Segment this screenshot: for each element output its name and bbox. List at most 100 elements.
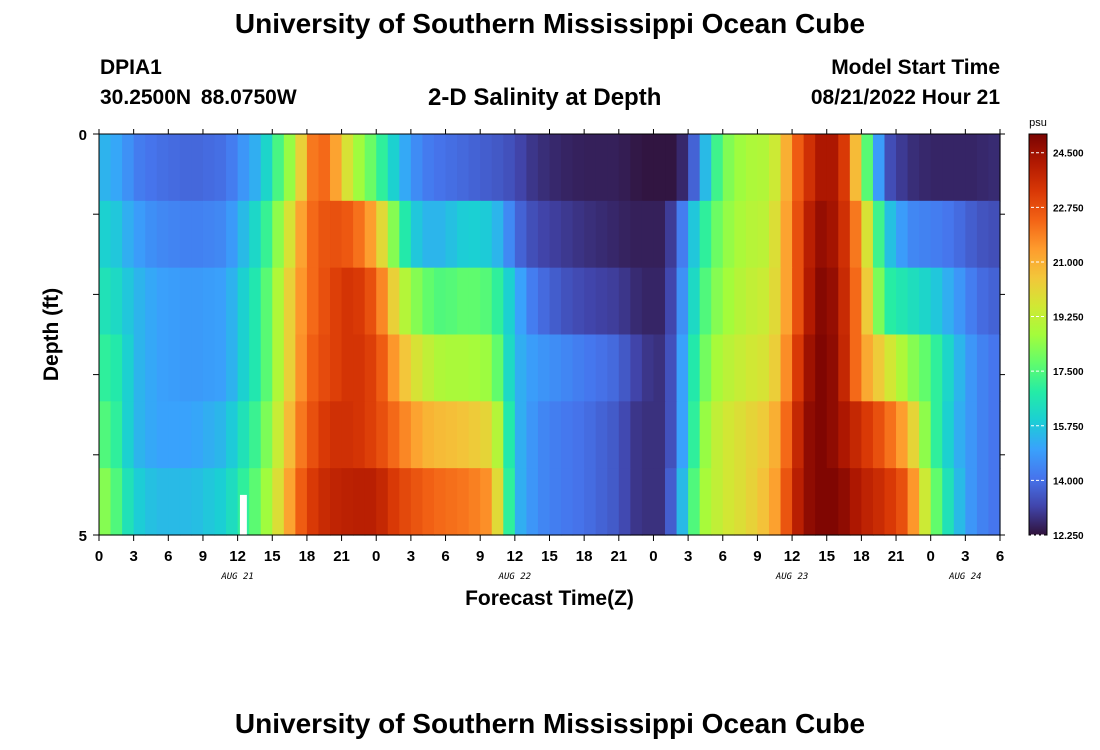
x-tick-label: 21 bbox=[333, 548, 350, 565]
heatmap-cell bbox=[919, 401, 932, 469]
heatmap-cell bbox=[896, 200, 909, 269]
heatmap-cell bbox=[179, 267, 193, 336]
heatmap-cell bbox=[295, 267, 308, 336]
heatmap-cell bbox=[318, 401, 331, 469]
heatmap-cell bbox=[295, 401, 308, 469]
heatmap-cell bbox=[122, 134, 135, 202]
heatmap-cell bbox=[872, 468, 886, 536]
heatmap-cell bbox=[965, 267, 978, 336]
heatmap-cell bbox=[849, 401, 862, 469]
heatmap-cell bbox=[145, 267, 158, 336]
heatmap-cell bbox=[919, 267, 932, 336]
heatmap-cell bbox=[757, 401, 770, 469]
heatmap-cell bbox=[930, 334, 943, 402]
heatmap-cell bbox=[849, 468, 862, 536]
heatmap-cell bbox=[376, 468, 389, 536]
heatmap-cell bbox=[295, 134, 308, 202]
heatmap-cell bbox=[584, 334, 597, 402]
x-tick-label: 0 bbox=[927, 548, 935, 565]
heatmap-cell bbox=[422, 267, 435, 336]
heatmap-cell bbox=[919, 334, 932, 402]
heatmap-cell bbox=[422, 134, 435, 202]
x-tick-label: 0 bbox=[649, 548, 657, 565]
heatmap-cell bbox=[618, 267, 631, 336]
heatmap-cell bbox=[133, 334, 146, 402]
heatmap-cell bbox=[514, 200, 527, 269]
heatmap-cell bbox=[202, 334, 216, 402]
heatmap-cell bbox=[722, 267, 735, 336]
heatmap-cell bbox=[145, 334, 158, 402]
heatmap-cell bbox=[607, 334, 620, 402]
heatmap-cell bbox=[191, 468, 204, 536]
heatmap-cell bbox=[537, 334, 551, 402]
heatmap-cell bbox=[376, 134, 389, 202]
heatmap-cell bbox=[930, 200, 943, 269]
heatmap-cell bbox=[503, 134, 516, 202]
heatmap-cell bbox=[665, 401, 678, 469]
heatmap-cell bbox=[433, 334, 447, 402]
x-tick-label: 3 bbox=[961, 548, 969, 565]
date-label: AUG 23 bbox=[775, 572, 809, 582]
heatmap-cell bbox=[260, 267, 273, 336]
heatmap-cell bbox=[318, 134, 331, 202]
heatmap-cell bbox=[399, 401, 412, 469]
heatmap-cell bbox=[283, 200, 296, 269]
heatmap-cell bbox=[688, 200, 701, 269]
heatmap-cell bbox=[838, 200, 851, 269]
heatmap-cell bbox=[145, 401, 158, 469]
heatmap-cell bbox=[387, 401, 400, 469]
heatmap-cell bbox=[896, 134, 909, 202]
heatmap-cell bbox=[861, 401, 874, 469]
heatmap-cell bbox=[976, 468, 990, 536]
heatmap-cell bbox=[803, 200, 816, 269]
heatmap-cell bbox=[826, 200, 839, 269]
heatmap-cell bbox=[433, 134, 447, 202]
heatmap-cell bbox=[607, 267, 620, 336]
heatmap-cell bbox=[872, 401, 886, 469]
colorbar-tick-label: 24.500 bbox=[1053, 149, 1084, 160]
heatmap-cell bbox=[110, 334, 123, 402]
heatmap-cell bbox=[156, 200, 169, 269]
heatmap-cell bbox=[272, 267, 285, 336]
heatmap-cell bbox=[537, 200, 551, 269]
missing-data-cells bbox=[239, 494, 247, 535]
heatmap-cell bbox=[168, 334, 181, 402]
heatmap-cell bbox=[734, 334, 747, 402]
heatmap-cell bbox=[249, 468, 262, 536]
colorbar: psu 24.500 22.750 21.000 19.250 17.500 15.750… bbox=[1028, 117, 1084, 542]
heatmap-cell bbox=[988, 134, 1001, 202]
heatmap-cell bbox=[595, 468, 608, 536]
heatmap-cell bbox=[861, 468, 874, 536]
heatmap-cell bbox=[653, 267, 666, 336]
heatmap-cell bbox=[330, 334, 343, 402]
heatmap-cell bbox=[272, 334, 285, 402]
heatmap-cell bbox=[907, 401, 920, 469]
heatmap-cell bbox=[907, 334, 920, 402]
heatmap-cell bbox=[353, 134, 366, 202]
heatmap-cell bbox=[861, 200, 874, 269]
heatmap-cell bbox=[353, 200, 366, 269]
heatmap-cell bbox=[318, 200, 331, 269]
heatmap-cell bbox=[838, 267, 851, 336]
heatmap-cell bbox=[503, 267, 516, 336]
heatmap-cell bbox=[768, 134, 782, 202]
heatmap-cell bbox=[468, 200, 481, 269]
heatmap-cell bbox=[318, 468, 331, 536]
heatmap-cell bbox=[306, 468, 320, 536]
heatmap-cell bbox=[514, 134, 527, 202]
heatmap-cell bbox=[168, 468, 181, 536]
heatmap-cell bbox=[549, 134, 562, 202]
heatmap-cell bbox=[191, 200, 204, 269]
x-axis: 0 3 6 9 12 15 18 21 0 3 6 9 12 15 18 21 0 3 6 9 12 15 18 21 0 3 6 A… bbox=[95, 129, 1004, 582]
heatmap-cell bbox=[330, 200, 343, 269]
heatmap-cell bbox=[618, 200, 631, 269]
heatmap-cell bbox=[341, 334, 354, 402]
heatmap-cell bbox=[757, 468, 770, 536]
heatmap-cell bbox=[526, 134, 539, 202]
heatmap-cell bbox=[734, 401, 747, 469]
heatmap-cell bbox=[549, 267, 562, 336]
heatmap-cell bbox=[988, 200, 1001, 269]
heatmap-cell bbox=[433, 200, 447, 269]
heatmap-cell bbox=[942, 134, 955, 202]
heatmap-cell bbox=[919, 468, 932, 536]
